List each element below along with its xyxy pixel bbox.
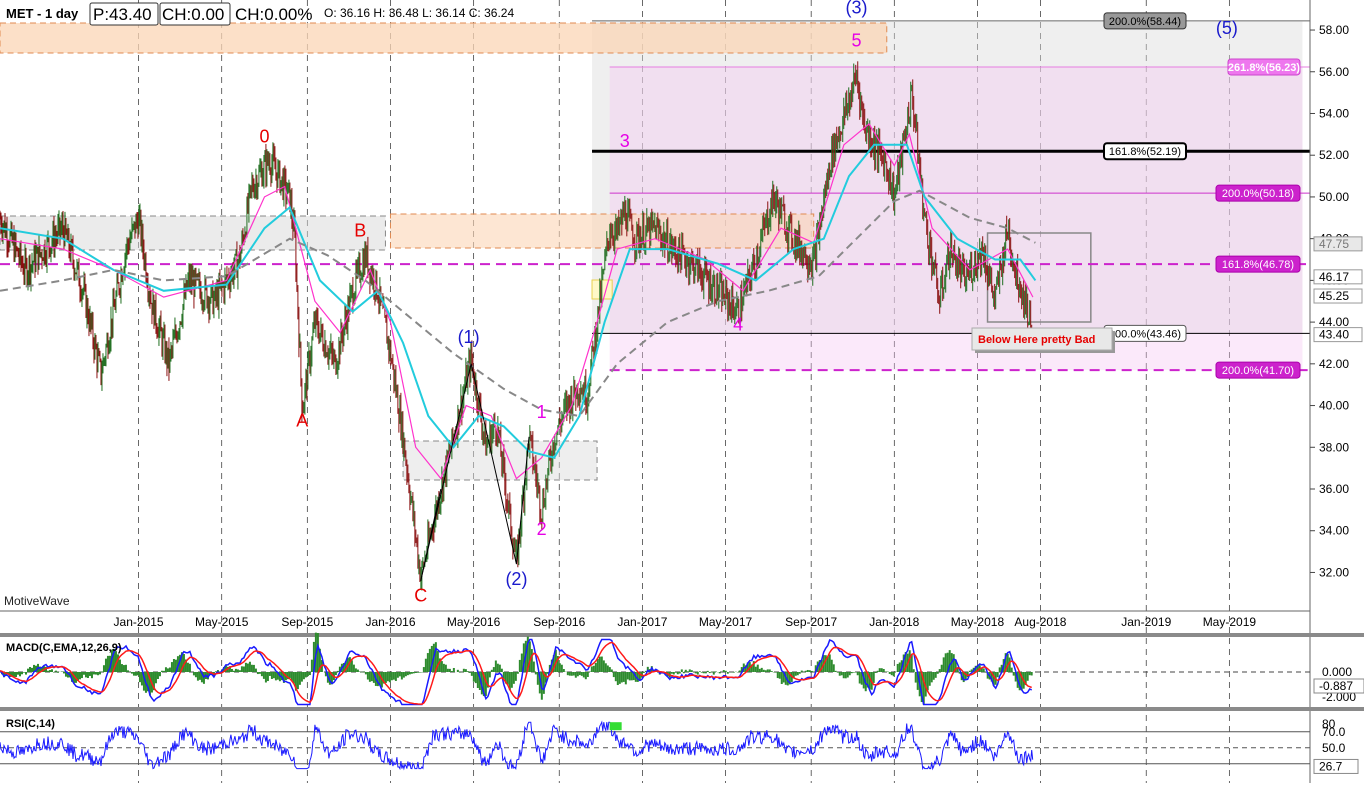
- fib-level-label: 161.8%(52.19): [1109, 146, 1181, 158]
- resistance-zone-top: [0, 22, 888, 54]
- pane-divider: [0, 633, 1364, 637]
- wave-connector: [420, 363, 530, 581]
- wave-label: (1): [458, 327, 480, 347]
- annotation-box: [971, 327, 1113, 351]
- fib-level-label: 200.0%(58.44): [1109, 16, 1181, 28]
- macd-signal-line: [0, 641, 1032, 705]
- price-tick-label: 56.00: [1319, 65, 1349, 79]
- price-tick-label: 40.00: [1319, 399, 1349, 413]
- price-tick-label: 50.00: [1319, 190, 1349, 204]
- time-tick-label: Jan-2018: [869, 615, 919, 629]
- resistance-zone-mid: [389, 213, 815, 249]
- price-tag: [1313, 236, 1363, 252]
- macd-line: [0, 638, 1033, 706]
- rsi-current-tag: [1313, 758, 1359, 774]
- time-tick-label: May-2018: [951, 615, 1005, 629]
- moving-average-ma_mid: [0, 143, 1037, 459]
- ohlc-readout: O: 36.16 H: 36.48 L: 36.14 C: 36.24: [324, 6, 514, 20]
- price-tag: [1313, 327, 1363, 343]
- rsi-tick-label: 70.0: [1322, 725, 1346, 739]
- price-tick-label: 36.00: [1319, 482, 1349, 496]
- fib-level-label: 161.8%(46.78): [1222, 259, 1294, 271]
- macd-tick-label: 0.000: [1322, 665, 1352, 679]
- wave-connector: [420, 488, 442, 581]
- price-tick-label: 42.00: [1319, 357, 1349, 371]
- price-tick-label: 44.00: [1319, 315, 1349, 329]
- time-tick-label: Jan-2019: [1121, 615, 1171, 629]
- fib-level-tag: [1227, 58, 1301, 76]
- wave-label: 3: [620, 131, 630, 151]
- rsi-line: [0, 720, 1034, 771]
- wave-label: B: [354, 221, 366, 241]
- moving-average-ma_slow: [0, 189, 1036, 418]
- time-tick-label: Jan-2017: [617, 615, 667, 629]
- rsi-title: RSI(C,14): [6, 718, 55, 730]
- time-tick-label: Jan-2015: [114, 615, 164, 629]
- fib-level-tag: [1215, 361, 1301, 379]
- time-tick-label: May-2017: [699, 615, 753, 629]
- time-tick-label: May-2016: [447, 615, 501, 629]
- wave-label: (5): [1216, 18, 1238, 38]
- time-tick-label: Jan-2016: [365, 615, 415, 629]
- rsi-current-value: 26.7: [1319, 759, 1343, 773]
- time-tick-label: Sep-2017: [785, 615, 837, 629]
- time-tick-label: Sep-2015: [281, 615, 333, 629]
- wave-label: (2): [505, 569, 527, 589]
- wave-label: 1: [537, 402, 547, 422]
- price-tick-label: 58.00: [1319, 23, 1349, 37]
- price-tick-label: 54.00: [1319, 106, 1349, 120]
- fib-level-label: 261.8%(56.23): [1228, 62, 1300, 74]
- annotation-text: Below Here pretty Bad: [978, 334, 1095, 346]
- rsi-overbought-fill: [609, 722, 622, 731]
- price-readout: P:43.40: [93, 5, 152, 24]
- price-tag-label: 43.40: [1319, 328, 1349, 342]
- fib-level-tag: [1103, 12, 1187, 30]
- wave-label: A: [296, 410, 308, 430]
- pane-divider: [0, 707, 1364, 711]
- time-tick-label: May-2015: [195, 615, 249, 629]
- moving-average-ma_fast: [0, 122, 1034, 480]
- price-tick-label: 38.00: [1319, 440, 1349, 454]
- fib-level-tag: [1215, 255, 1301, 273]
- price-tag-label: 45.25: [1319, 289, 1349, 303]
- time-tick-label: May-2019: [1203, 615, 1257, 629]
- price-tag: [1313, 269, 1363, 285]
- macd-current-value: -0.887: [1319, 679, 1353, 693]
- fib-level-label: 200.0%(50.18): [1222, 188, 1294, 200]
- rsi-tick-label: 50.0: [1322, 741, 1346, 755]
- watermark: MotiveWave: [4, 594, 70, 608]
- price-tag: [1313, 288, 1363, 304]
- macd-title: MACD(C,EMA,12,26,9): [6, 642, 122, 654]
- wave-label: 4: [733, 314, 743, 334]
- price-tick-label: 52.00: [1319, 148, 1349, 162]
- fib-level-label: 100.0%(43.46): [1109, 328, 1181, 340]
- price-tag-label: 47.75: [1319, 237, 1349, 251]
- wave-label: 5: [852, 31, 862, 51]
- wave-label: (3): [846, 0, 868, 17]
- wave-label: 0: [260, 127, 270, 147]
- price-tick-label: 34.00: [1319, 524, 1349, 538]
- support-zone-low: [402, 440, 598, 481]
- wave-label: C: [414, 586, 427, 606]
- change-readout: CH:0.00: [162, 5, 224, 24]
- wave-label: 2: [537, 519, 547, 539]
- price-tick-label: 32.00: [1319, 565, 1349, 579]
- symbol-label: MET - 1 day: [6, 6, 79, 21]
- macd-current-tag: [1313, 678, 1364, 694]
- time-tick-label: Aug-2018: [1014, 615, 1066, 629]
- rsi-tick-label: 80: [1322, 717, 1336, 731]
- time-tick-label: Sep-2016: [533, 615, 585, 629]
- price-tag-label: 46.17: [1319, 270, 1349, 284]
- fib-level-label: 200.0%(41.70): [1222, 365, 1294, 377]
- fib-level-tag: [1215, 184, 1301, 202]
- change-pct-readout: CH:0.00%: [235, 5, 312, 24]
- fib-level-tag: [1103, 142, 1187, 161]
